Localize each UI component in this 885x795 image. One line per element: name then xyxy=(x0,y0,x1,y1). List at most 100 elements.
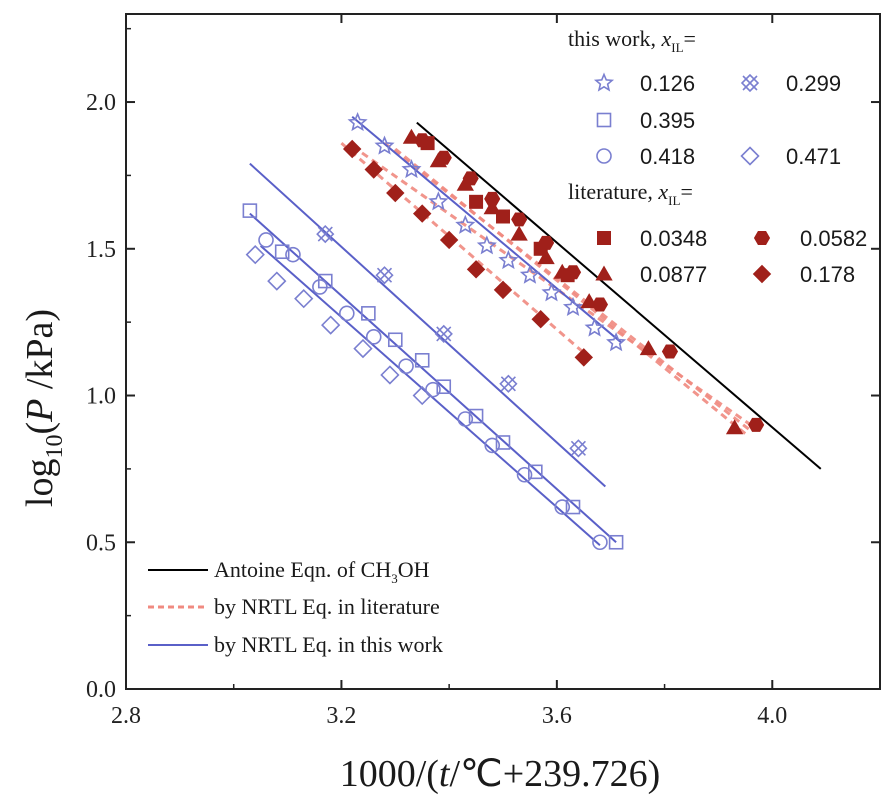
legend-label-nrtl-this-work: by NRTL Eq. in this work xyxy=(214,632,443,657)
data-point xyxy=(584,317,605,337)
data-point xyxy=(364,160,383,179)
data-point xyxy=(457,411,474,427)
data-point xyxy=(425,381,441,398)
y-tick-label: 1.0 xyxy=(86,384,116,410)
legend-label-0.299: 0.299 xyxy=(786,71,841,96)
legend-marker-0.0877 xyxy=(595,265,613,281)
data-point xyxy=(456,175,474,191)
y-tick-label: 0.0 xyxy=(86,677,116,703)
y-axis-title: log10(P /kPa) xyxy=(19,309,68,507)
data-point xyxy=(476,235,497,255)
legend-marker-symbol xyxy=(740,73,760,93)
x-tick-label: 3.2 xyxy=(326,703,356,729)
series-literature-0.178 xyxy=(342,139,593,367)
data-point xyxy=(242,203,258,218)
legend-marker-0.395 xyxy=(596,112,612,128)
x-tick-label: 2.8 xyxy=(111,703,141,729)
data-point xyxy=(402,128,421,144)
legend-marker-symbol xyxy=(740,146,760,166)
x-axis-title: 1000/(t/℃+239.726) xyxy=(340,753,661,795)
series-this-work-0.395 xyxy=(242,203,624,550)
data-point xyxy=(365,329,382,345)
data-point xyxy=(484,191,501,206)
series-this-work-0.299 xyxy=(316,224,588,458)
legend-marker-0.0582 xyxy=(753,231,771,245)
data-point xyxy=(436,379,452,395)
legend-label-0.418: 0.418 xyxy=(640,144,695,169)
data-point xyxy=(725,419,744,435)
legend-label-0.0348: 0.0348 xyxy=(640,226,707,251)
data-point xyxy=(537,249,555,265)
legend-this-work-title: this work, xIL= xyxy=(568,26,696,55)
data-point xyxy=(361,306,376,321)
data-point xyxy=(375,266,394,285)
data-point xyxy=(386,183,405,203)
legend-label-antoine: Antoine Eqn. of CH3OH xyxy=(214,557,430,586)
data-point xyxy=(569,439,588,458)
data-point xyxy=(413,204,432,223)
legend-marker-symbol xyxy=(593,72,615,92)
data-point xyxy=(608,534,624,550)
legend-marker-symbol xyxy=(596,112,612,128)
data-point xyxy=(285,246,301,263)
data-point xyxy=(483,199,501,215)
data-point xyxy=(312,279,328,295)
data-point xyxy=(574,348,593,367)
legend-label-0.178: 0.178 xyxy=(800,262,855,287)
legend-label-nrtl-literature: by NRTL Eq. in literature xyxy=(214,594,440,619)
x-tick-label: 3.6 xyxy=(542,703,572,729)
data-point xyxy=(342,139,362,159)
legend-marker-0.126 xyxy=(593,72,615,92)
data-point xyxy=(466,260,486,279)
data-point xyxy=(434,324,453,344)
data-point xyxy=(661,344,679,359)
data-point xyxy=(258,232,274,248)
fit-line-nrtl-literature-4 xyxy=(340,141,591,359)
fit-line-nrtl-this-work-7 xyxy=(249,212,617,544)
data-point xyxy=(511,212,528,227)
data-point xyxy=(439,230,459,250)
data-point xyxy=(565,499,581,515)
legend-marker-symbol xyxy=(753,231,771,245)
data-point xyxy=(495,435,511,450)
data-point xyxy=(267,271,287,291)
y-tick-label: 0.5 xyxy=(86,530,116,556)
data-point xyxy=(592,534,608,551)
data-point xyxy=(538,235,555,250)
fit-line-antoine-0 xyxy=(416,121,822,470)
data-point xyxy=(429,152,448,168)
x-tick-label: 4.0 xyxy=(757,703,787,729)
legend-label-0.0582: 0.0582 xyxy=(800,226,867,251)
data-point xyxy=(339,305,355,322)
legend-marker-symbol xyxy=(595,265,613,281)
data-point xyxy=(428,191,449,211)
data-point xyxy=(554,499,571,515)
series-this-work-0.126 xyxy=(347,112,627,352)
data-point xyxy=(606,332,627,352)
axes: 2.8 3.2 3.6 4.0 0.0 0.5 1.0 1.5 2.0 xyxy=(86,13,881,729)
data-point xyxy=(353,338,373,359)
data-point xyxy=(274,244,290,260)
legend-label-0.471: 0.471 xyxy=(786,144,841,169)
data-point xyxy=(639,340,658,356)
fit-line-nrtl-this-work-6 xyxy=(249,162,607,488)
legend-marker-0.0348 xyxy=(597,231,611,245)
data-point xyxy=(401,158,422,179)
series-this-work-0.471 xyxy=(245,245,432,406)
data-point xyxy=(519,264,540,284)
fit-line-nrtl-literature-3 xyxy=(394,147,747,435)
data-point xyxy=(347,112,368,132)
y-tick-label: 2.0 xyxy=(86,90,116,116)
legend-label-0.395: 0.395 xyxy=(640,108,695,133)
legend-literature-title: literature, xIL= xyxy=(568,179,693,208)
data-point xyxy=(317,273,333,289)
data-point xyxy=(528,464,543,480)
data-point xyxy=(516,466,533,483)
data-point xyxy=(510,225,528,241)
data-point xyxy=(380,365,400,385)
data-point xyxy=(553,263,571,279)
plot-area xyxy=(242,112,822,551)
legend-marker-0.418 xyxy=(596,148,612,164)
legend-marker-0.299 xyxy=(740,73,760,93)
